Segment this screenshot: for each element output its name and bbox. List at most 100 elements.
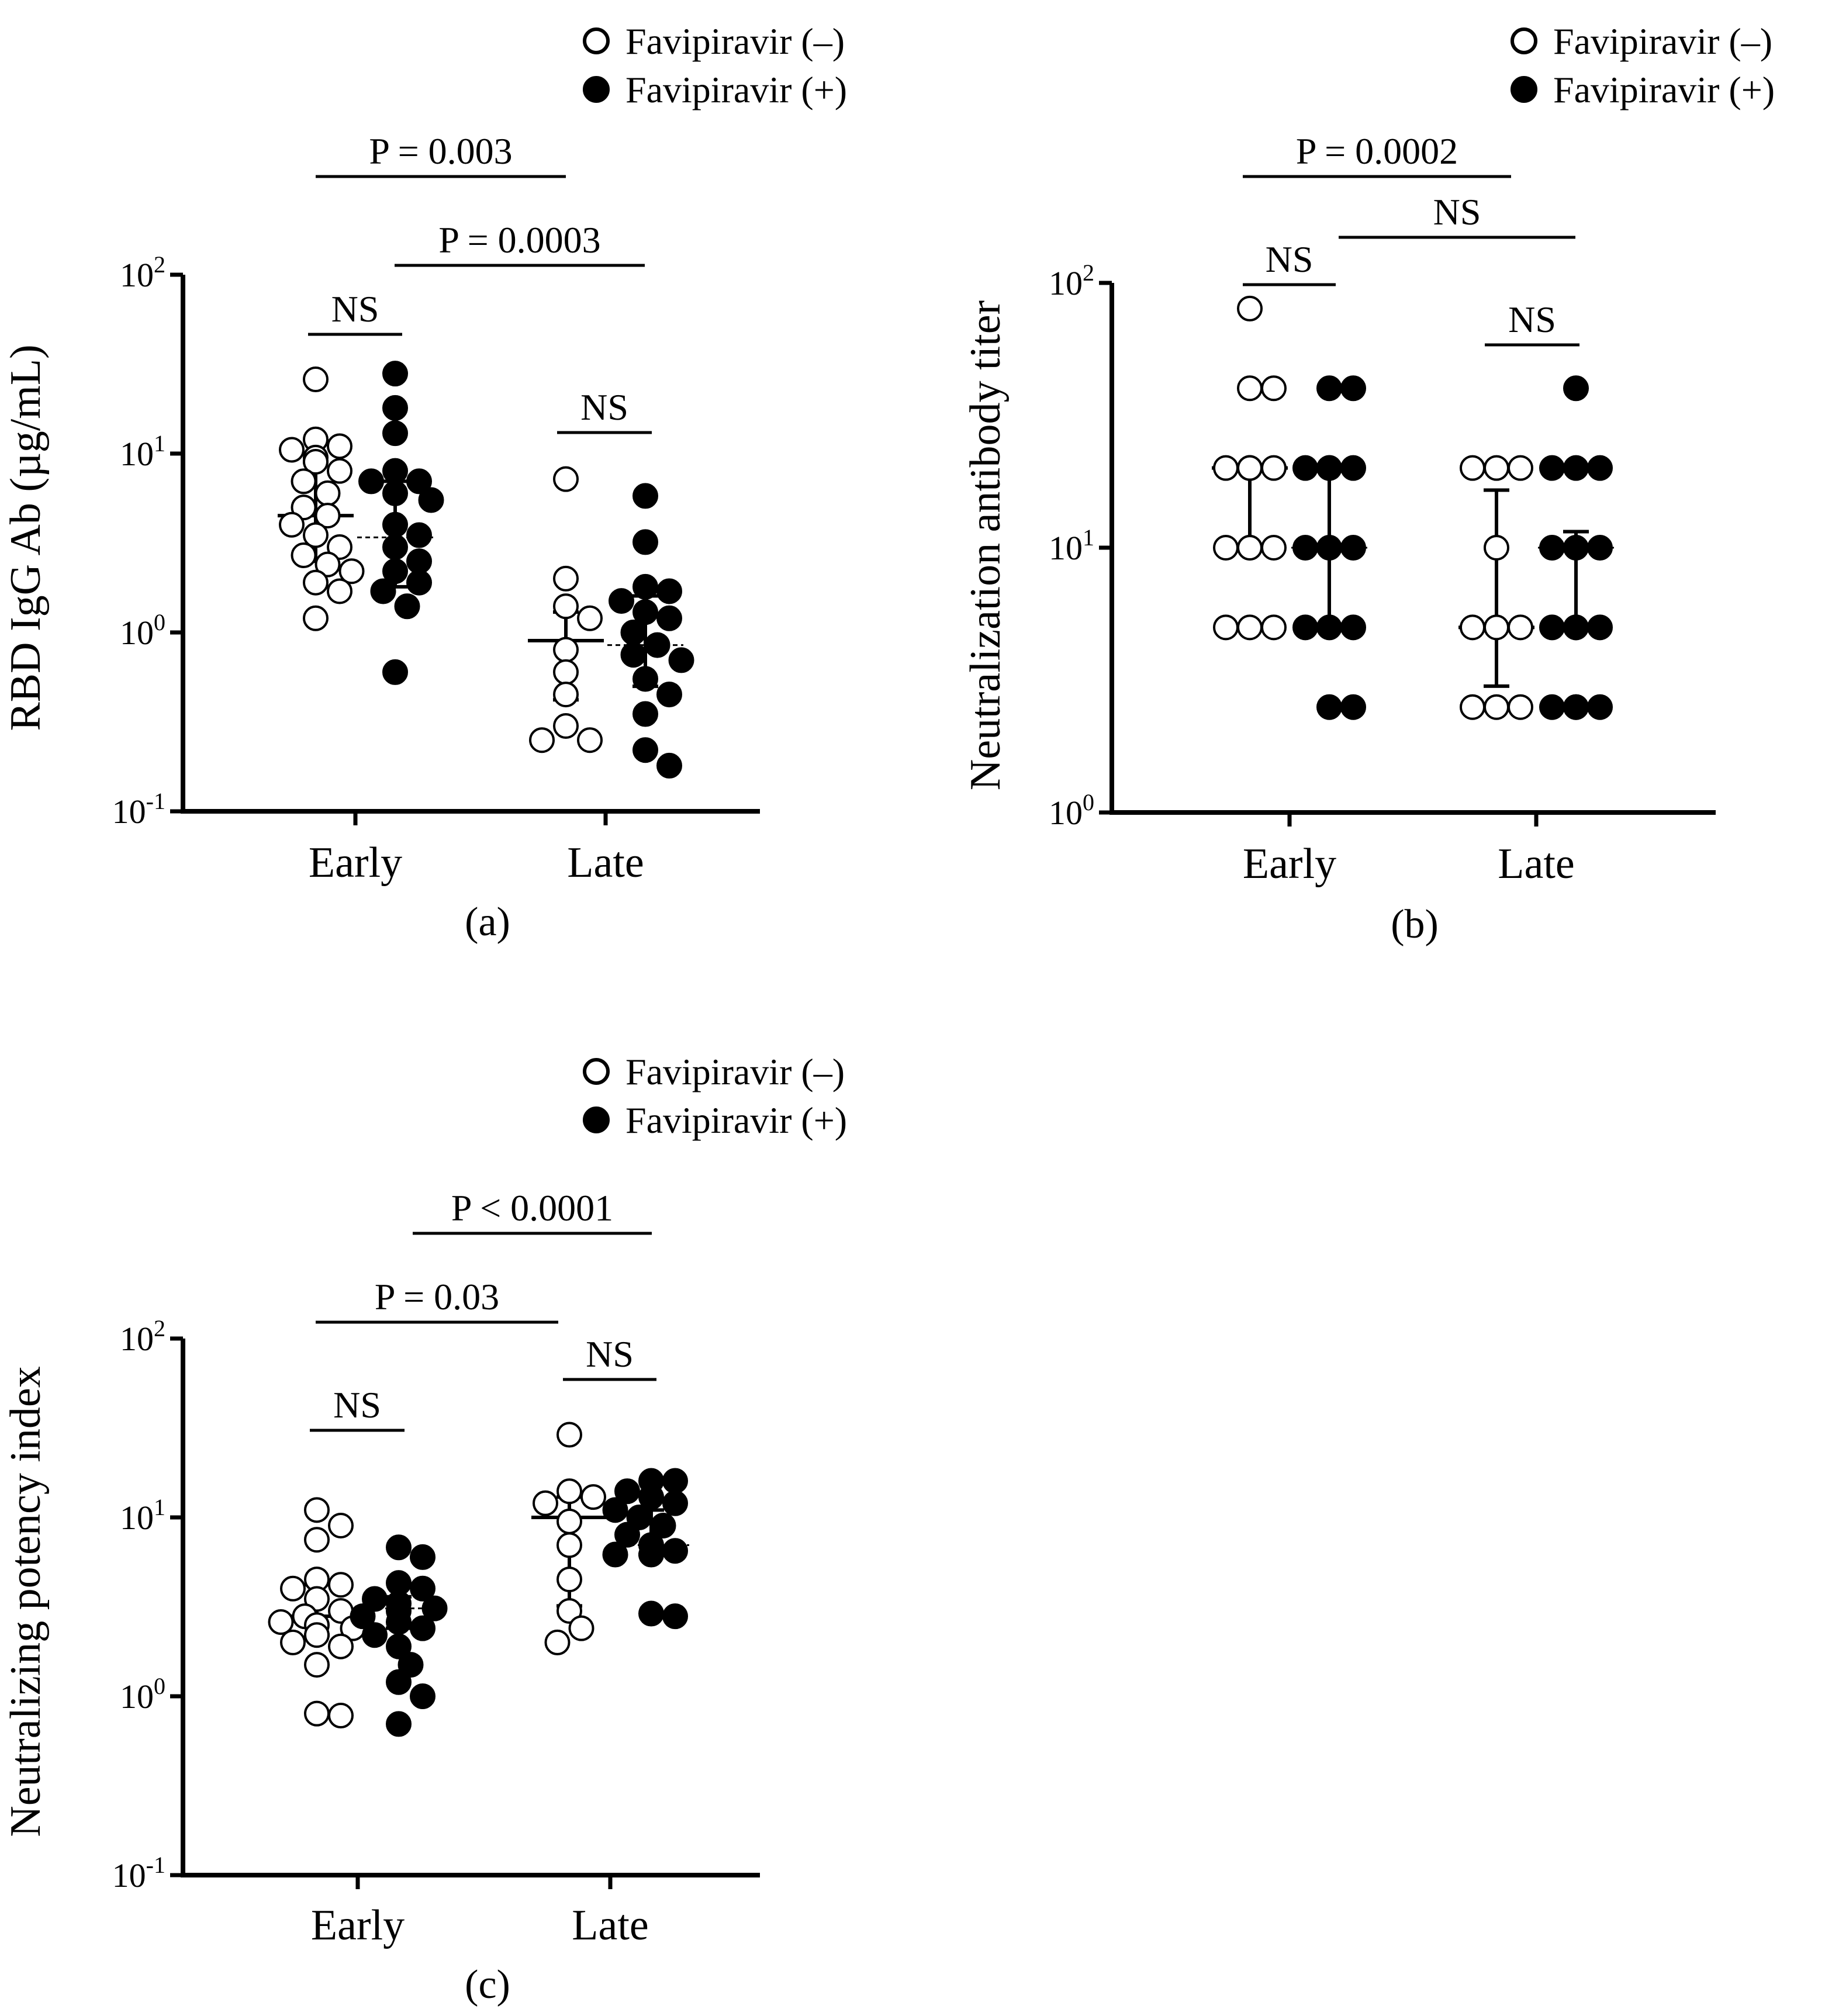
x-category-label: Early [1243, 840, 1336, 888]
y-tick-label: 102 [120, 1315, 165, 1358]
data-point-open [303, 605, 329, 631]
significance-label: NS [1266, 238, 1314, 280]
data-point-open [557, 1508, 582, 1534]
data-point-open [557, 1532, 582, 1558]
data-point-filled [656, 682, 682, 708]
y-tick-exponent: 0 [154, 609, 165, 635]
data-point-filled [382, 420, 408, 447]
data-point-filled [614, 1521, 640, 1548]
significance-label: NS [1508, 299, 1556, 340]
data-point-open [327, 578, 352, 604]
data-point-open [304, 1700, 330, 1727]
y-tick-base: 10 [120, 1678, 154, 1716]
y-tick-label: 100 [120, 609, 165, 652]
data-point-filled [418, 487, 444, 513]
data-point-open [1237, 455, 1263, 481]
data-point-filled [1563, 375, 1589, 402]
data-point-open [553, 466, 579, 492]
data-point-open [553, 565, 579, 592]
data-point-open [1213, 614, 1239, 641]
data-point-open [304, 1527, 330, 1553]
significance-label: NS [1433, 191, 1481, 233]
data-point-open [1484, 614, 1509, 641]
data-point-filled [638, 1600, 664, 1627]
y-tick-label: 10-1 [112, 1852, 165, 1894]
data-point-open [1460, 614, 1485, 641]
data-point-open [557, 1598, 582, 1624]
legend-label: Favipiravir (–) [625, 20, 845, 62]
data-point-open [553, 593, 579, 620]
data-point-filled [386, 1633, 412, 1659]
data-point-filled [1587, 535, 1613, 561]
data-point-filled [382, 480, 408, 506]
y-tick-label: 100 [1049, 789, 1094, 832]
data-point-filled [1563, 614, 1589, 641]
significance-label: P = 0.0002 [1296, 130, 1458, 172]
data-point-open [1237, 375, 1263, 402]
data-point-filled [386, 1711, 412, 1737]
data-point-filled [662, 1490, 688, 1516]
data-point-open [328, 1703, 354, 1729]
data-point-filled [632, 666, 658, 692]
data-point-filled [614, 1478, 640, 1505]
y-axis-title: Neutralizing potency index [2, 1366, 50, 1837]
data-point-filled [632, 737, 658, 763]
data-point-filled [382, 458, 408, 484]
data-point-open [1261, 375, 1287, 402]
y-tick-base: 10 [120, 1320, 154, 1358]
data-point-filled [1539, 694, 1565, 720]
data-point-open [328, 1572, 354, 1598]
data-point-filled [1587, 455, 1613, 481]
legend-label: Favipiravir (–) [625, 1051, 845, 1092]
data-point-open [557, 1567, 582, 1593]
data-point-open [1213, 535, 1239, 561]
y-tick-label: 10-1 [112, 788, 165, 831]
legend-open-circle-icon [583, 1058, 610, 1085]
data-point-open [1484, 455, 1509, 481]
data-point-open [1237, 614, 1263, 641]
data-point-open [304, 1622, 330, 1648]
data-point-open [1261, 455, 1287, 481]
y-tick-exponent: -1 [146, 1852, 165, 1878]
data-point-open [303, 569, 329, 596]
data-point-open [1460, 694, 1485, 720]
data-point-open [327, 433, 352, 459]
data-point-filled [410, 1683, 435, 1709]
y-tick-base: 10 [1049, 529, 1083, 567]
significance-label: NS [333, 1384, 381, 1426]
data-point-filled [1292, 614, 1318, 641]
series-late-open [1458, 455, 1534, 720]
legend-filled-circle-icon [583, 76, 610, 103]
data-point-open [314, 551, 341, 578]
data-point-filled [662, 1468, 688, 1494]
data-point-filled [362, 1586, 388, 1612]
y-tick-label: 101 [120, 430, 165, 473]
data-point-filled [644, 632, 670, 658]
y-tick-exponent: 2 [154, 251, 165, 278]
y-tick-label: 101 [1049, 524, 1094, 567]
data-point-filled [1563, 455, 1589, 481]
data-point-open [1237, 535, 1263, 561]
data-point-open [304, 1497, 330, 1523]
data-point-filled [626, 1505, 652, 1530]
data-point-filled [632, 573, 658, 600]
significance-label: P = 0.03 [375, 1276, 499, 1318]
data-point-open [279, 437, 305, 463]
data-point-filled [382, 395, 408, 421]
data-point-filled [386, 1609, 412, 1635]
data-point-open [577, 605, 603, 631]
series-early-open [1212, 295, 1288, 641]
data-point-filled [410, 1615, 435, 1641]
data-point-filled [1563, 694, 1589, 720]
y-tick-base: 10 [120, 1499, 154, 1537]
x-category-label: Late [567, 839, 644, 887]
data-point-filled [620, 642, 647, 668]
data-point-filled [609, 588, 634, 614]
data-point-filled [1340, 614, 1366, 641]
y-tick-label: 102 [1049, 260, 1094, 302]
legend-filled-circle-icon [583, 1106, 610, 1133]
data-point-filled [406, 468, 432, 495]
data-point-open [1237, 295, 1263, 321]
data-point-filled [656, 605, 682, 631]
data-point-open [1484, 694, 1509, 720]
